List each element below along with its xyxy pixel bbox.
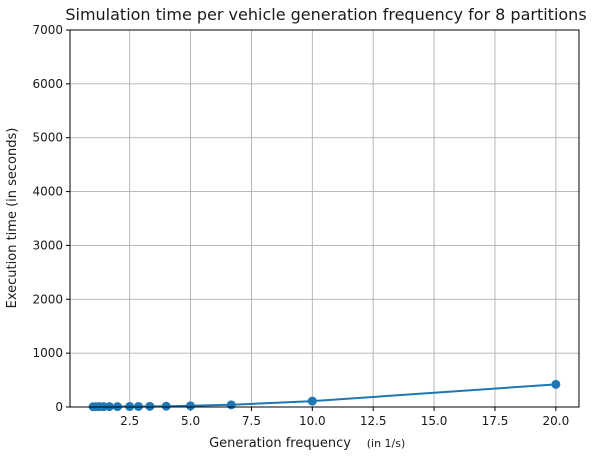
- grid: [70, 29, 579, 408]
- chart-title: Simulation time per vehicle generation f…: [65, 5, 586, 24]
- x-tick-label: 17.5: [482, 414, 509, 428]
- y-tick-label: 2000: [32, 292, 63, 306]
- data-point: [145, 401, 155, 411]
- x-axis: 2.5 5.0 7.5 10.0 12.5 15.0 17.5 20.0: [120, 407, 569, 428]
- y-tick-label: 0: [55, 400, 63, 414]
- y-tick-label: 5000: [32, 131, 63, 145]
- x-tick-label: 20.0: [543, 414, 570, 428]
- y-tick-label: 6000: [32, 77, 63, 91]
- x-axis-label: Generation frequency: [209, 436, 351, 451]
- x-tick-label: 5.0: [181, 414, 200, 428]
- series-line: [93, 383, 556, 408]
- y-tick-label: 7000: [32, 23, 63, 37]
- x-axis-unit-label: (in 1/s): [367, 437, 406, 450]
- x-tick-label: 12.5: [360, 414, 387, 428]
- data-point: [161, 401, 171, 411]
- y-axis-label: Execution time (in seconds): [5, 128, 20, 309]
- x-tick-label: 15.0: [421, 414, 448, 428]
- y-axis: 0 1000 2000 3000 4000 5000 6000 7000: [32, 23, 70, 414]
- plot-frame: [69, 29, 580, 408]
- y-tick-label: 4000: [32, 185, 63, 199]
- x-tick-label: 2.5: [120, 414, 139, 428]
- x-tick-label: 10.0: [299, 414, 326, 428]
- data-point: [226, 400, 236, 410]
- data-point: [551, 379, 561, 389]
- y-tick-label: 1000: [32, 346, 63, 360]
- data-point: [133, 401, 143, 411]
- y-tick-label: 3000: [32, 238, 63, 252]
- data-point: [307, 396, 317, 406]
- data-point: [186, 401, 196, 411]
- x-tick-label: 7.5: [242, 414, 261, 428]
